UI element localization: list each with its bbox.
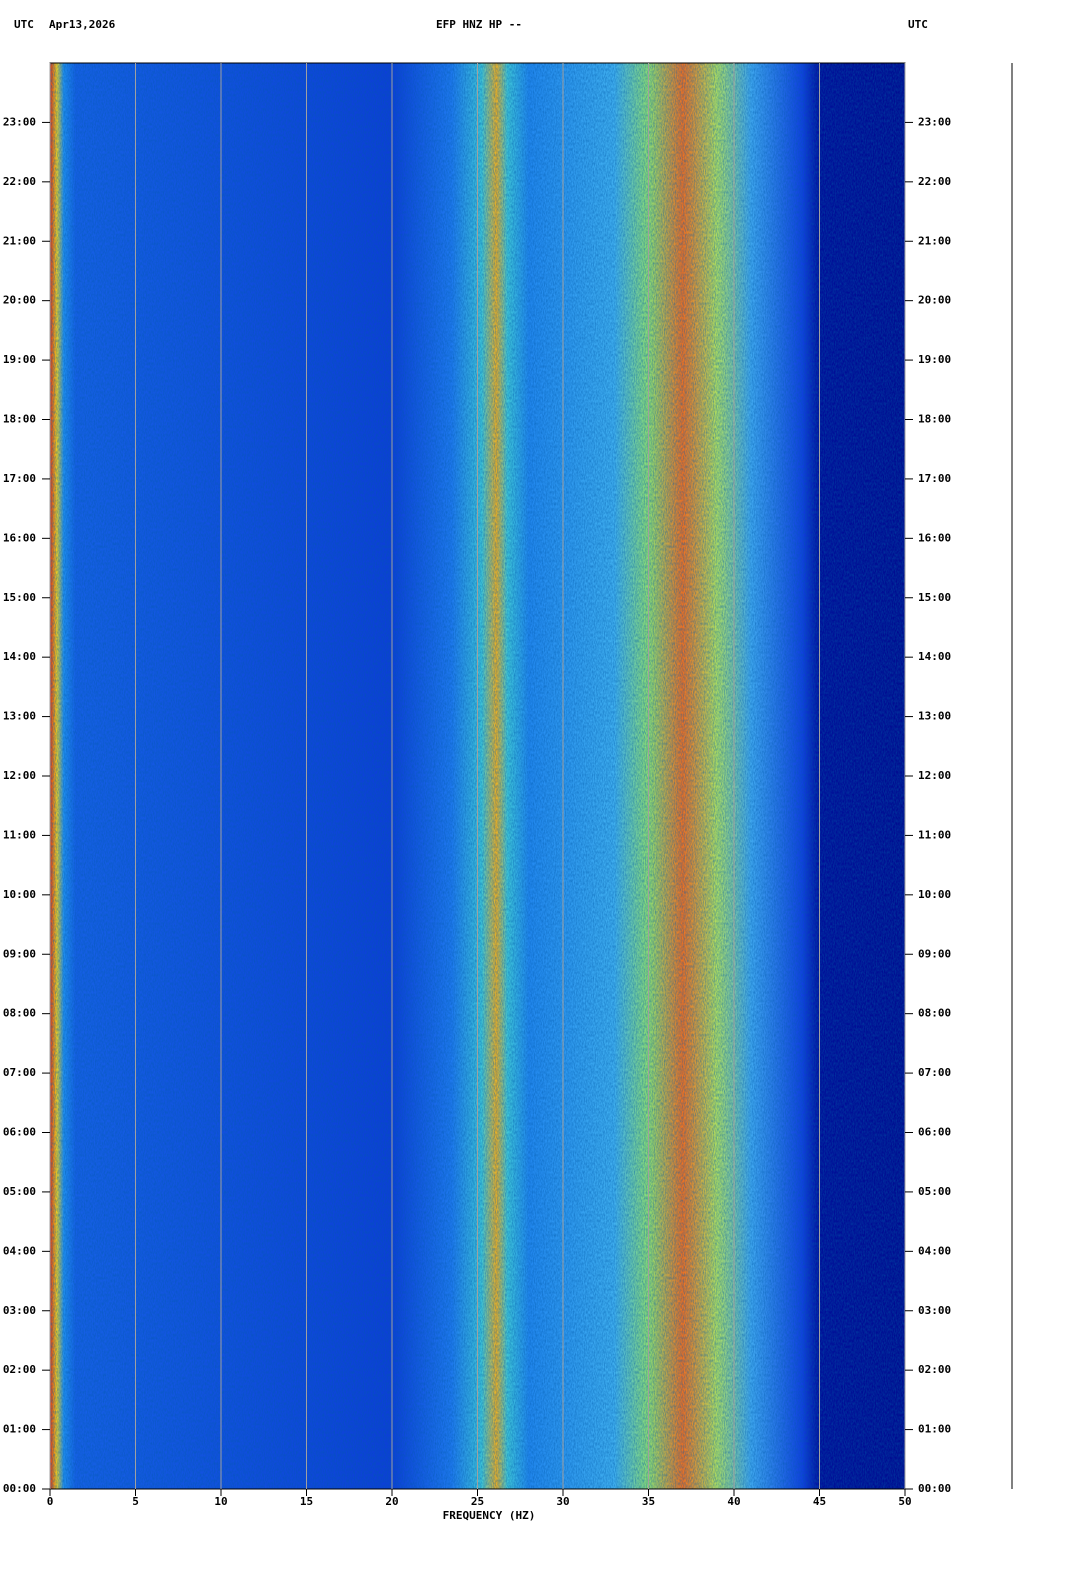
y-tick-label: 02:00 [918, 1363, 951, 1376]
x-tick-label: 10 [214, 1495, 227, 1508]
x-axis-label: FREQUENCY (HZ) [443, 1509, 536, 1522]
date-label: Apr13,2026 [49, 18, 116, 31]
y-tick-label: 11:00 [3, 828, 36, 841]
y-tick-label: 22:00 [3, 175, 36, 188]
y-tick-label: 10:00 [918, 888, 951, 901]
y-tick-label: 19:00 [918, 353, 951, 366]
y-tick-label: 22:00 [918, 175, 951, 188]
y-tick-label: 04:00 [3, 1244, 36, 1257]
y-tick-label: 11:00 [918, 828, 951, 841]
y-tick-label: 20:00 [3, 294, 36, 307]
y-tick-label: 21:00 [3, 234, 36, 247]
x-tick-label: 30 [556, 1495, 569, 1508]
y-tick-label: 05:00 [918, 1185, 951, 1198]
y-tick-label: 23:00 [918, 115, 951, 128]
y-tick-label: 14:00 [918, 650, 951, 663]
y-tick-label: 18:00 [3, 413, 36, 426]
y-tick-label: 20:00 [918, 294, 951, 307]
y-tick-label: 15:00 [3, 591, 36, 604]
y-tick-label: 06:00 [3, 1126, 36, 1139]
y-tick-label: 17:00 [3, 472, 36, 485]
y-tick-label: 13:00 [3, 710, 36, 723]
y-tick-label: 04:00 [918, 1244, 951, 1257]
y-tick-label: 00:00 [918, 1482, 951, 1495]
x-tick-label: 25 [471, 1495, 484, 1508]
y-tick-label: 03:00 [918, 1304, 951, 1317]
x-tick-label: 50 [898, 1495, 911, 1508]
y-tick-label: 10:00 [3, 888, 36, 901]
y-tick-label: 09:00 [918, 947, 951, 960]
y-tick-label: 05:00 [3, 1185, 36, 1198]
y-tick-label: 03:00 [3, 1304, 36, 1317]
chart-title: EFP HNZ HP -- [436, 18, 522, 31]
x-tick-label: 5 [132, 1495, 139, 1508]
y-tick-label: 06:00 [918, 1126, 951, 1139]
timezone-label: UTC [14, 18, 34, 31]
x-tick-label: 40 [727, 1495, 740, 1508]
x-tick-label: 45 [813, 1495, 826, 1508]
y-tick-label: 12:00 [918, 769, 951, 782]
x-tick-label: 35 [642, 1495, 655, 1508]
y-tick-label: 15:00 [918, 591, 951, 604]
y-tick-label: 07:00 [918, 1066, 951, 1079]
y-tick-label: 02:00 [3, 1363, 36, 1376]
y-tick-label: 19:00 [3, 353, 36, 366]
y-tick-label: 01:00 [3, 1423, 36, 1436]
y-tick-label: 09:00 [3, 947, 36, 960]
y-tick-label: 17:00 [918, 472, 951, 485]
y-tick-label: 13:00 [918, 710, 951, 723]
x-tick-label: 0 [47, 1495, 54, 1508]
timezone-label: UTC [908, 18, 928, 31]
y-tick-label: 23:00 [3, 115, 36, 128]
x-tick-label: 15 [300, 1495, 313, 1508]
y-tick-label: 08:00 [3, 1007, 36, 1020]
y-tick-label: 00:00 [3, 1482, 36, 1495]
y-tick-label: 18:00 [918, 413, 951, 426]
y-tick-label: 07:00 [3, 1066, 36, 1079]
y-tick-label: 01:00 [918, 1423, 951, 1436]
y-tick-label: 16:00 [3, 531, 36, 544]
y-tick-label: 14:00 [3, 650, 36, 663]
y-tick-label: 21:00 [918, 234, 951, 247]
y-tick-label: 16:00 [918, 531, 951, 544]
y-tick-label: 08:00 [918, 1007, 951, 1020]
x-tick-label: 20 [385, 1495, 398, 1508]
y-tick-label: 12:00 [3, 769, 36, 782]
